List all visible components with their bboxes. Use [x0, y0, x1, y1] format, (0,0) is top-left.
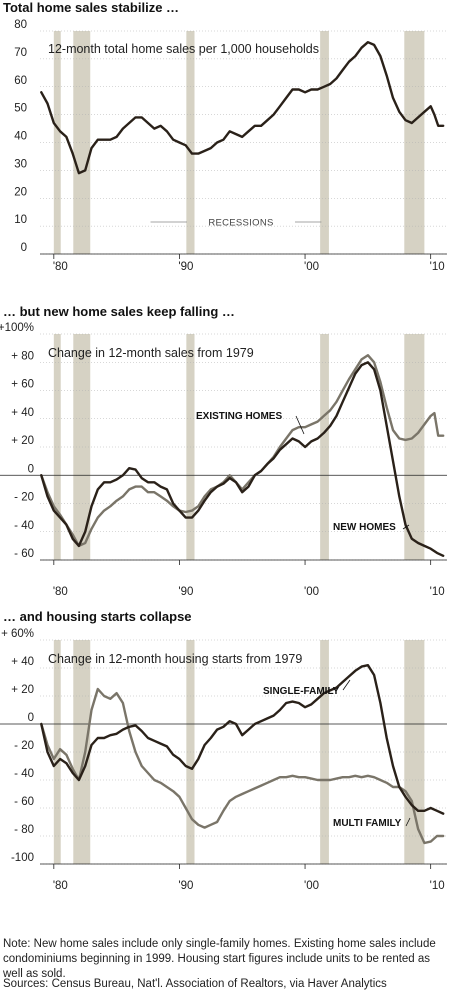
series-label-multi-family: MULTI FAMILY	[333, 818, 402, 829]
recession-label: RECESSIONS	[208, 218, 273, 229]
y-tick-label-2-6: - 20	[14, 492, 34, 504]
series-label-new-homes: NEW HOMES	[333, 522, 396, 533]
series-line-1-total	[40, 41, 445, 175]
recession-bar-2-4	[320, 334, 329, 560]
y-tick-label-1-1: 70	[14, 47, 27, 59]
series-label-single-family: SINGLE-FAMILY	[263, 686, 340, 697]
y-tick-label-3-7: - 80	[14, 824, 34, 836]
recession-bar-3-4	[320, 640, 329, 864]
recession-bar-1-4	[320, 31, 329, 254]
chart-title-2: … but new home sales keep falling …	[3, 304, 235, 319]
chart-annotation-3: Change in 12-month housing starts from 1…	[48, 652, 302, 666]
leader-existing-homes	[295, 415, 305, 435]
x-tick-label-1-1: '90	[178, 261, 193, 273]
y-tick-label-1-4: 40	[14, 131, 27, 143]
y-tick-label-3-0: + 60%	[1, 628, 34, 640]
x-tick-label-2-3: '10	[430, 586, 445, 598]
y-tick-label-3-2: + 20	[11, 684, 34, 696]
y-tick-label-3-6: - 60	[14, 796, 34, 808]
recession-bar-2-2	[73, 334, 91, 560]
x-tick-label-3-2: '00	[304, 880, 319, 892]
y-tick-label-1-7: 10	[14, 214, 27, 226]
chart-title-3: … and housing starts collapse	[3, 609, 192, 624]
x-tick-label-2-0: '80	[53, 586, 68, 598]
recession-bar-1-1	[53, 31, 61, 254]
y-tick-label-2-1: + 80	[11, 350, 34, 362]
footer-note: Note: New home sales include only single…	[3, 938, 436, 980]
leader-new-homes	[402, 524, 410, 530]
y-tick-label-3-5: - 40	[14, 768, 34, 780]
recession-bar-1-2	[73, 31, 91, 254]
y-tick-label-3-8: -100	[11, 852, 34, 864]
y-tick-label-2-7: - 40	[14, 520, 34, 532]
y-tick-label-1-0: 80	[14, 19, 27, 31]
y-tick-label-1-3: 50	[14, 103, 27, 115]
y-tick-label-2-0: +100%	[0, 322, 34, 334]
series-label-existing-homes: EXISTING HOMES	[196, 411, 282, 422]
x-tick-label-2-1: '90	[178, 586, 193, 598]
x-tick-label-3-0: '80	[53, 880, 68, 892]
recession-bar-2-1	[53, 334, 61, 560]
y-tick-label-2-8: - 60	[14, 548, 34, 560]
y-tick-label-2-3: + 40	[11, 407, 34, 419]
chart-title-1: Total home sales stabilize …	[3, 0, 179, 15]
x-tick-label-1-2: '00	[304, 261, 319, 273]
y-tick-label-3-1: + 40	[11, 656, 34, 668]
chart-annotation-1: 12-month total home sales per 1,000 hous…	[48, 42, 319, 56]
y-tick-label-3-3: 0	[28, 712, 34, 724]
x-tick-label-3-1: '90	[178, 880, 193, 892]
y-tick-label-1-2: 60	[14, 75, 27, 87]
x-tick-label-2-2: '00	[304, 586, 319, 598]
x-tick-label-1-3: '10	[430, 261, 445, 273]
footer-sources: Sources: Census Bureau, Nat'l. Associati…	[3, 978, 387, 990]
y-tick-label-3-4: - 20	[14, 740, 34, 752]
x-tick-label-1-0: '80	[53, 261, 68, 273]
y-tick-label-2-2: + 60	[11, 379, 34, 391]
y-tick-label-2-4: + 20	[11, 435, 34, 447]
x-tick-label-3-3: '10	[430, 880, 445, 892]
leader-multi-family	[405, 817, 411, 827]
y-tick-label-1-8: 0	[21, 242, 27, 254]
series-line-2-existing-homes	[40, 354, 445, 548]
y-tick-label-1-5: 30	[14, 158, 27, 170]
series-line-2-new-homes	[40, 361, 445, 557]
recession-bar-3-2	[73, 640, 91, 864]
series-line-3-single-family	[40, 664, 445, 815]
chart-annotation-2: Change in 12-month sales from 1979	[48, 346, 254, 360]
leader-single-family	[342, 679, 351, 691]
series-line-3-multi-family	[40, 687, 445, 845]
y-tick-label-2-5: 0	[28, 463, 34, 475]
y-tick-label-1-6: 20	[14, 186, 27, 198]
